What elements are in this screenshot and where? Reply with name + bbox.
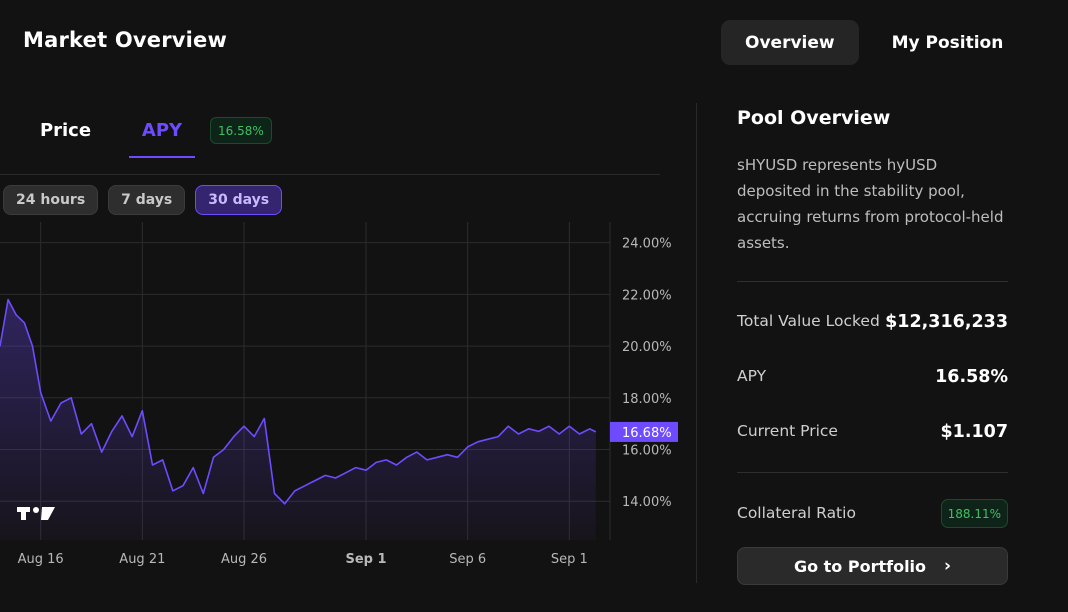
apy-label: APY — [737, 367, 767, 385]
range-30-days-button[interactable]: 30 days — [195, 185, 283, 215]
y-axis: 24.00% 22.00% 20.00% 18.00% 16.00% 14.00% 16.6… — [610, 237, 678, 510]
x-axis: Aug 16 Aug 21 Aug 26 Sep 1 Sep 6 Sep 1 — [18, 552, 588, 567]
y-tick-label: 24.00% — [622, 237, 672, 252]
range-24-hours-button[interactable]: 24 hours — [3, 185, 99, 215]
current-price-value: $1.107 — [940, 422, 1008, 442]
apy-chart[interactable]: 24.00% 22.00% 20.00% 18.00% 16.00% 14.00% 16.6… — [0, 222, 690, 582]
x-tick-label: Aug 21 — [119, 552, 165, 567]
last-value-label: 16.68% — [622, 426, 672, 441]
tab-price[interactable]: Price — [39, 120, 92, 141]
tvl-label: Total Value Locked — [737, 312, 880, 330]
apy-area — [0, 299, 596, 540]
tab-my-position[interactable]: My Position — [891, 32, 1004, 53]
chevron-right-icon: › — [944, 556, 952, 576]
x-tick-label: Aug 16 — [18, 552, 64, 567]
y-tick-label: 16.00% — [622, 444, 672, 459]
divider — [737, 281, 1008, 282]
apy-value: 16.58% — [935, 367, 1008, 387]
y-tick-label: 14.00% — [622, 495, 672, 510]
x-tick-label: Sep 1 — [345, 552, 386, 567]
x-tick-label: Sep 1 — [551, 552, 588, 567]
chart-tabs: Price APY 16.58% — [0, 113, 660, 175]
apy-line — [0, 298, 597, 505]
range-selector: 24 hours 7 days 30 days — [3, 185, 283, 215]
tvl-value: $12,316,233 — [885, 312, 1008, 332]
y-tick-label: 22.00% — [622, 288, 672, 303]
go-to-portfolio-label: Go to Portfolio — [793, 556, 927, 576]
divider — [737, 472, 1008, 473]
apy-badge: 16.58% — [210, 117, 272, 144]
chart-marks — [0, 298, 597, 540]
collateral-ratio-label: Collateral Ratio — [737, 504, 856, 522]
tab-apy[interactable]: APY — [129, 113, 195, 158]
y-tick-label: 20.00% — [622, 340, 672, 355]
view-tabs: Overview My Position — [721, 20, 1027, 65]
range-7-days-button[interactable]: 7 days — [108, 185, 186, 215]
page-title: Market Overview — [23, 28, 228, 52]
pool-overview-title: Pool Overview — [737, 107, 891, 129]
x-tick-label: Aug 26 — [221, 552, 267, 567]
last-value-marker — [610, 421, 678, 442]
tradingview-logo-icon — [17, 507, 55, 520]
go-to-portfolio-button[interactable]: Go to Portfolio › — [737, 547, 1008, 585]
pool-description: sHYUSD represents hyUSD deposited in the… — [737, 156, 1004, 252]
current-price-label: Current Price — [737, 422, 838, 440]
collateral-ratio-badge: 188.11% — [940, 499, 1008, 528]
tab-overview[interactable]: Overview — [721, 20, 859, 65]
column-divider — [696, 103, 697, 583]
y-tick-label: 18.00% — [622, 392, 672, 407]
x-tick-label: Sep 6 — [449, 552, 486, 567]
